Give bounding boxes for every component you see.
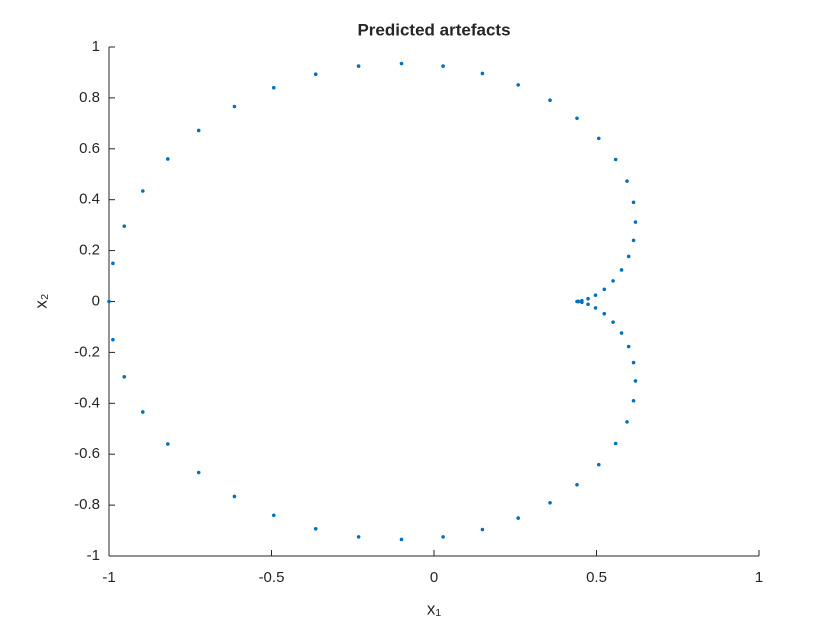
scatter-point: [122, 375, 127, 379]
scatter-point: [399, 537, 404, 542]
scatter-point: [548, 501, 552, 505]
scatter-point: [141, 189, 145, 193]
scatter-point: [619, 268, 624, 272]
y-tick-label: -0.4: [74, 394, 100, 411]
scatter-point: [441, 64, 445, 68]
scatter-point: [122, 224, 127, 228]
y-axis-label: x₂: [31, 293, 50, 308]
y-tick-label: -0.6: [74, 445, 100, 462]
scatter-point: [356, 64, 361, 68]
scatter-point: [111, 337, 115, 342]
x-tick-label: 0: [430, 569, 438, 586]
scatter-point: [576, 299, 581, 304]
scatter-point: [631, 360, 636, 365]
scatter-point: [593, 306, 598, 310]
x-tick-label: 1: [755, 569, 763, 586]
scatter-point: [232, 104, 237, 109]
scatter-point: [625, 420, 629, 424]
scatter-point: [441, 535, 445, 539]
scatter-point: [586, 302, 590, 307]
scatter-point: [399, 61, 404, 66]
scatter-point: [232, 494, 237, 499]
scatter-point: [196, 128, 201, 133]
scatter-point: [166, 442, 170, 446]
chart-title: Predicted artefacts: [357, 20, 510, 39]
scatter-point: [631, 238, 636, 243]
scatter-point: [596, 136, 601, 141]
scatter-point: [548, 98, 552, 102]
scatter-point: [619, 331, 624, 335]
scatter-point: [625, 179, 629, 183]
scatter-point: [313, 72, 318, 77]
x-tick-label: 0.5: [586, 569, 607, 586]
y-tick-label: -0.8: [74, 496, 100, 513]
scatter-point: [313, 526, 318, 531]
scatter-point: [602, 311, 607, 316]
scatter-point: [631, 398, 636, 403]
y-tick-label: 0.6: [79, 140, 100, 157]
y-tick-label: 0: [92, 292, 100, 309]
y-tick-label: -1: [87, 547, 100, 564]
scatter-point: [611, 320, 615, 324]
scatter-point: [516, 516, 520, 520]
scatter-point: [613, 441, 618, 446]
scatter-point: [602, 287, 607, 292]
scatter-point: [575, 116, 579, 121]
scatter-point: [586, 296, 590, 301]
y-tick-label: 1: [92, 38, 100, 55]
scatter-point: [196, 470, 201, 475]
scatter-point: [626, 254, 631, 259]
scatter-point: [613, 157, 618, 162]
scatter-point: [633, 220, 638, 224]
scatter-point: [575, 482, 579, 487]
scatter-point: [580, 300, 584, 305]
scatter-point: [593, 293, 598, 297]
scatter-point: [271, 85, 276, 90]
scatter-point: [107, 299, 111, 304]
scatter-point: [271, 513, 276, 518]
scatter-point: [480, 527, 485, 532]
scatter-point: [631, 200, 636, 205]
scatter-point: [516, 83, 520, 87]
scatter-point: [480, 71, 485, 76]
y-tick-label: 0.4: [79, 191, 100, 208]
scatter-point: [611, 279, 615, 283]
y-tick-label: 0.8: [79, 89, 100, 106]
scatter-point: [166, 157, 170, 161]
y-tick-label: 0.2: [79, 242, 100, 259]
scatter-point: [111, 261, 115, 266]
x-axis-label: x₁: [427, 599, 442, 618]
scatter-point: [596, 462, 601, 467]
scatter-point: [141, 410, 145, 414]
x-tick-label: -1: [102, 569, 115, 586]
y-tick-label: -0.2: [74, 343, 100, 360]
scatter-point: [356, 535, 361, 539]
scatter-point: [633, 379, 638, 383]
scatter-point: [626, 344, 631, 349]
x-tick-label: -0.5: [259, 569, 285, 586]
